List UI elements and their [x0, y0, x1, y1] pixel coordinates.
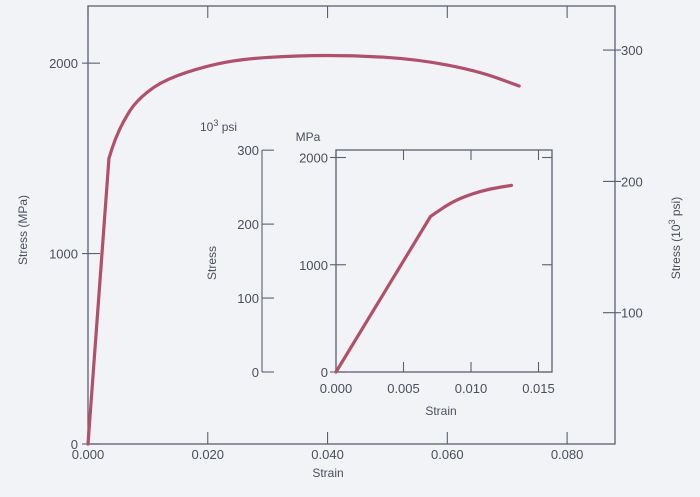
inset-x-tick-label: 0.000: [320, 381, 353, 396]
main-y2-axis-title: Stress (103 psi): [667, 197, 683, 279]
inset-x-tick-label: 0.015: [522, 381, 555, 396]
inset-series-line: [334, 183, 514, 374]
inset-x-tick-label: 0.005: [387, 381, 420, 396]
main-x-tick-label: 0.000: [72, 447, 105, 462]
main-y2-tick-label: 300: [621, 43, 643, 58]
inset-y-tick-label: 1000: [299, 258, 328, 273]
inset-psi-tick-label: 200: [237, 217, 259, 232]
main-y-axis-title: Stress (MPa): [16, 195, 30, 265]
main-x-tick-label: 0.040: [311, 447, 344, 462]
main-y-tick-label: 2000: [49, 56, 78, 71]
inset-x-axis-title: Strain: [425, 404, 456, 418]
inset-psi-tick-label: 300: [237, 143, 259, 158]
inset-x-tick-label: 0.010: [455, 381, 488, 396]
inset-psi-tick-label: 0: [252, 365, 259, 380]
main-x-tick-label: 0.060: [431, 447, 464, 462]
main-y-tick-label: 0: [71, 437, 78, 452]
main-y2-tick-label: 200: [621, 174, 643, 189]
main-x-axis-title: Strain: [312, 466, 343, 480]
inset-y-tick-label: 0: [321, 365, 328, 380]
inset-psi-unit-label: 103 psi: [200, 118, 237, 134]
inset-psi-tick-label: 100: [237, 291, 259, 306]
inset-tick-labels: 0.000 0.005 0.010 0.015 0 1000 2000 0 100 200 300: [237, 143, 554, 396]
main-y-tick-label: 1000: [49, 247, 78, 262]
main-x-tick-label: 0.080: [551, 447, 584, 462]
inset-y-tick-label: 2000: [299, 151, 328, 166]
main-tick-labels: 0.000 0.020 0.040 0.060 0.080010002000100200…: [49, 43, 643, 462]
main-y2-tick-label: 100: [621, 306, 643, 321]
main-x-tick-label: 0.020: [191, 447, 224, 462]
inset-mpa-unit-label: MPa: [296, 130, 321, 144]
inset-y-axis-title: Stress: [205, 246, 219, 280]
inset-plot-frame: [335, 149, 553, 373]
main-plot-frame: [87, 5, 616, 445]
main-series-line: [86, 53, 521, 446]
main-ticks: [82, 6, 621, 445]
